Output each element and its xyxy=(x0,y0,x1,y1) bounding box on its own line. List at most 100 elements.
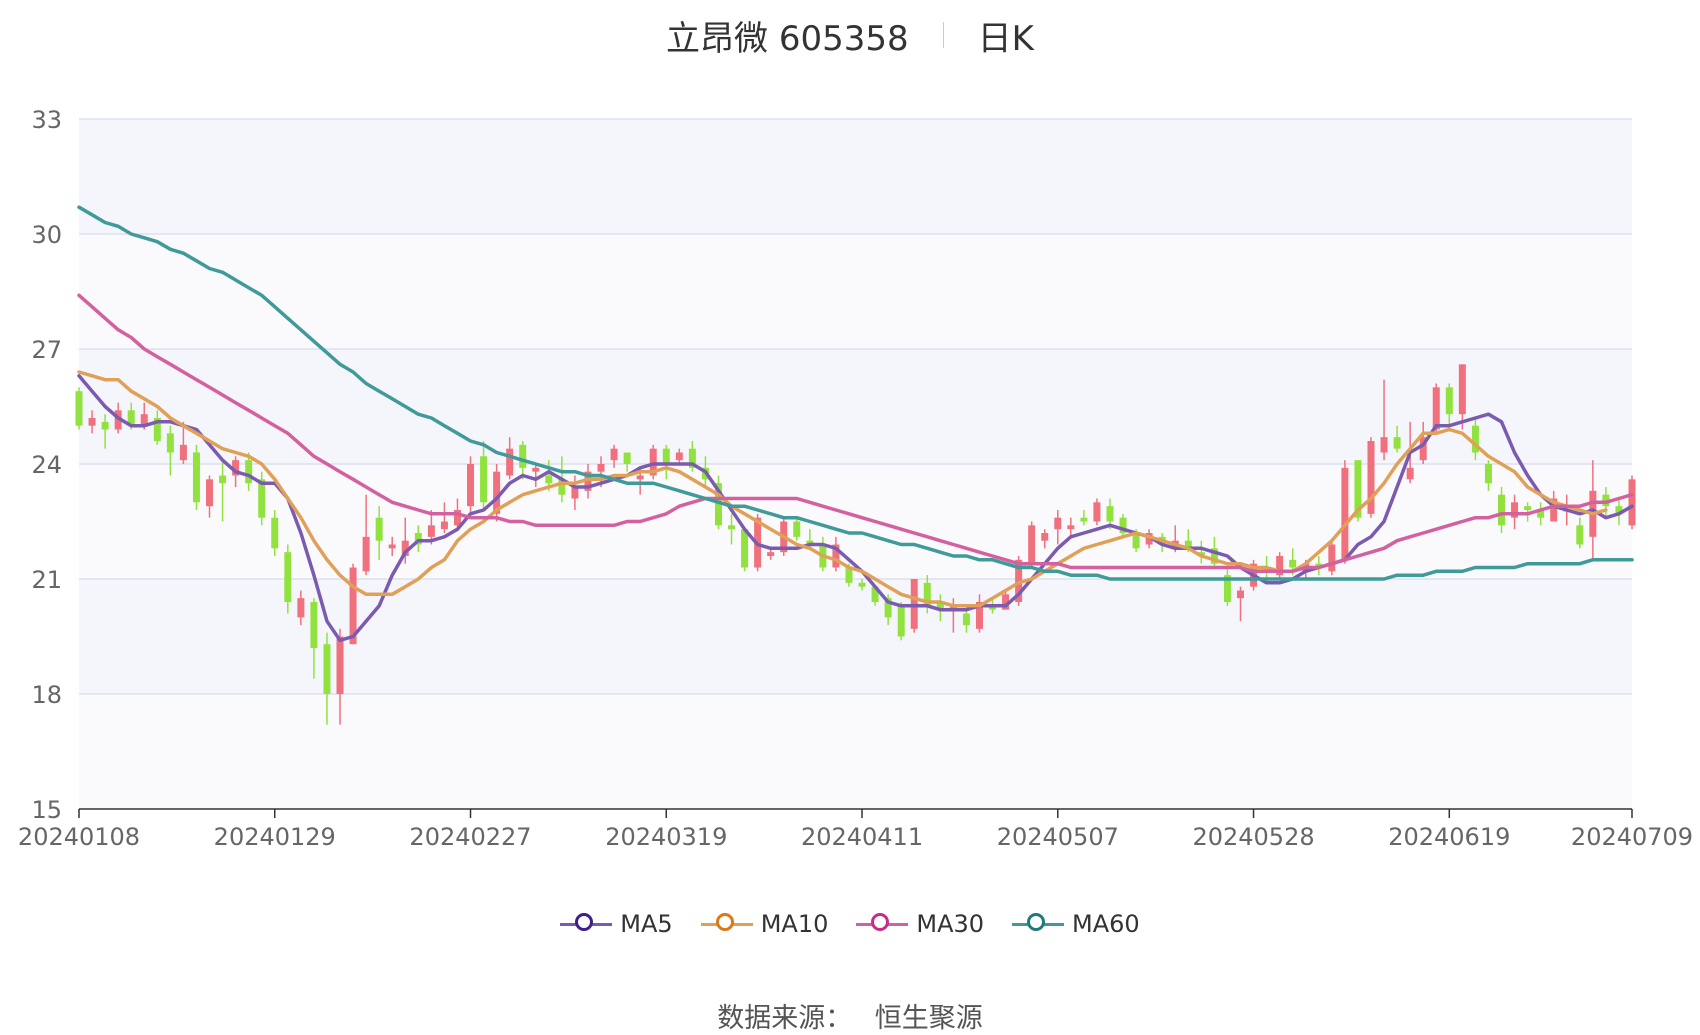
x-tick-label: 20240129 xyxy=(214,823,336,851)
candle-body xyxy=(1002,594,1010,610)
y-axis-labels: 33 30 27 24 21 18 15 xyxy=(31,106,62,824)
candle-body xyxy=(1380,437,1388,453)
candle-body xyxy=(1328,544,1336,572)
chart-title: 立昂微 605358 日K xyxy=(0,10,1700,60)
candle-body xyxy=(414,533,422,545)
candle-body xyxy=(323,644,331,694)
candle-body xyxy=(793,521,801,537)
candle-body xyxy=(845,567,853,583)
y-tick-label: 27 xyxy=(31,336,62,364)
x-tick-label: 20240411 xyxy=(801,823,923,851)
candle-body xyxy=(1080,517,1088,522)
candle-body xyxy=(1223,575,1231,602)
candle-body xyxy=(858,582,866,587)
candle-body xyxy=(1054,517,1062,530)
legend-item-ma5[interactable]: MA5 xyxy=(560,910,673,938)
candle-body xyxy=(519,444,527,468)
legend-ma10-marker xyxy=(700,912,753,936)
y-tick-label: 15 xyxy=(31,796,62,824)
candle-body xyxy=(1210,548,1218,564)
ma10-line xyxy=(77,370,1608,608)
candle-body xyxy=(610,448,618,461)
candle-body xyxy=(728,525,736,530)
candle-body xyxy=(349,567,357,645)
candle-body xyxy=(545,475,553,484)
ma60-line xyxy=(77,205,1634,581)
candle-body xyxy=(571,487,579,499)
candle-body xyxy=(1393,437,1401,449)
candle-body xyxy=(284,552,292,602)
y-tick-label: 24 xyxy=(31,451,62,479)
x-tick-label: 20240108 xyxy=(18,823,140,851)
candle-body xyxy=(949,605,957,610)
legend-item-ma10[interactable]: MA10 xyxy=(700,910,829,938)
candle-body xyxy=(375,517,383,541)
candle-body xyxy=(767,552,775,556)
legend-item-ma30[interactable]: MA30 xyxy=(856,910,984,938)
candle-body xyxy=(1106,506,1114,522)
candle-body xyxy=(584,471,592,491)
y-tick-label: 30 xyxy=(31,221,62,249)
candle-body xyxy=(427,525,435,537)
candle-body xyxy=(558,479,566,495)
candle-body xyxy=(336,636,344,694)
legend-ma30-label: MA30 xyxy=(916,910,985,938)
candle-body xyxy=(1067,525,1075,530)
legend-ma60-label: MA60 xyxy=(1072,910,1140,938)
candle-body xyxy=(675,452,683,461)
candle-body xyxy=(153,418,161,441)
candle-body xyxy=(962,613,970,625)
legend-item-ma60[interactable]: MA60 xyxy=(1012,910,1140,938)
candle-body xyxy=(1132,533,1140,549)
candle-body xyxy=(1602,494,1610,507)
candle-body xyxy=(88,418,96,426)
candle-body xyxy=(453,510,461,526)
plot-band xyxy=(79,234,1632,349)
legend: MA5 MA10 MA30 MA60 xyxy=(0,910,1700,938)
candle-body xyxy=(232,460,240,476)
candle-body xyxy=(127,410,135,426)
candle-body xyxy=(1524,506,1532,510)
candle-body xyxy=(1263,567,1271,572)
candle-body xyxy=(1354,460,1362,518)
candle-body xyxy=(1119,517,1127,533)
candle-body xyxy=(1315,563,1323,568)
candle-body xyxy=(1432,387,1440,430)
x-tick-label: 20240528 xyxy=(1192,823,1314,851)
candle-body xyxy=(1184,540,1192,549)
x-tick-label: 20240319 xyxy=(605,823,727,851)
candle-body xyxy=(806,540,814,545)
candle-body xyxy=(310,602,318,648)
candle-body xyxy=(1028,525,1036,564)
candle-body xyxy=(1537,510,1545,518)
candle-body xyxy=(714,483,722,526)
title-separator xyxy=(942,22,944,48)
candle-body xyxy=(1576,525,1584,545)
candle-body xyxy=(688,448,696,468)
candle-body xyxy=(636,475,644,480)
legend-ma30-marker xyxy=(856,912,909,936)
candle-body xyxy=(1041,533,1049,541)
candle-body xyxy=(140,414,148,426)
candle-body xyxy=(1236,590,1244,599)
candle-body xyxy=(480,456,488,503)
legend-ma10-label: MA10 xyxy=(760,910,829,938)
candle-body xyxy=(219,475,227,484)
x-tick-label: 20240227 xyxy=(409,823,531,851)
candle-body xyxy=(1550,498,1558,522)
candle-body xyxy=(1471,425,1479,453)
candle-body xyxy=(936,602,944,610)
candle-body xyxy=(258,479,266,518)
candle-body xyxy=(871,586,879,602)
candle-body xyxy=(910,579,918,629)
x-tick-label: 20240507 xyxy=(997,823,1119,851)
candle-body xyxy=(101,421,109,430)
candle-body xyxy=(923,582,931,606)
candle-body xyxy=(297,598,305,618)
candle-body xyxy=(1093,502,1101,522)
stock-name-title: 立昂微 605358 xyxy=(666,18,909,59)
candle-body xyxy=(1015,559,1023,602)
candle-body xyxy=(1445,387,1453,415)
candle-body xyxy=(1341,467,1349,560)
candle-body xyxy=(245,460,253,484)
